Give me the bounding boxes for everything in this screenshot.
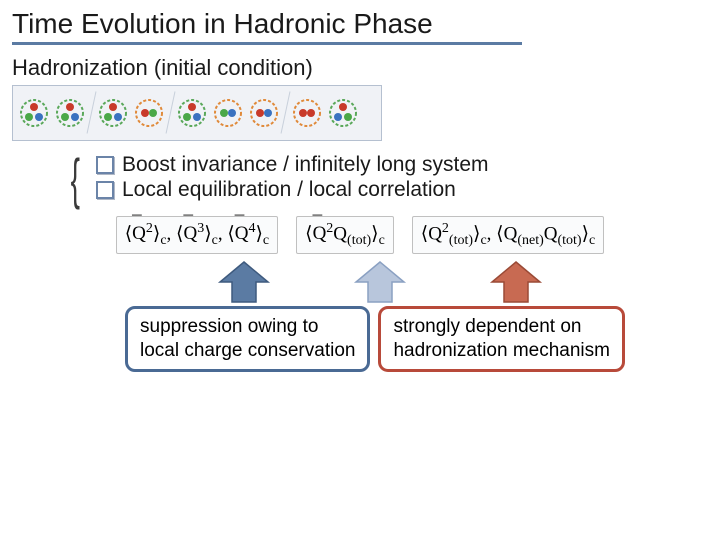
conclusion-right-line1: strongly dependent on xyxy=(393,316,581,337)
arrows-row xyxy=(0,260,720,304)
square-bullet-icon xyxy=(96,181,114,199)
bullet-item: Local equilibration / local correlation xyxy=(96,178,720,202)
conclusion-right-line2: hadronization mechanism xyxy=(393,340,610,361)
title-bar: Time Evolution in Hadronic Phase xyxy=(0,0,720,49)
particle-icon xyxy=(19,98,49,128)
particle-icon xyxy=(177,98,207,128)
conclusion-left-line2: local charge conservation xyxy=(140,340,355,361)
conclusion-row: suppression owing to local charge conser… xyxy=(0,306,720,372)
formula-right: ⟨Q2(tot)⟩c, ⟨Q(net)Q(tot)⟩c xyxy=(412,216,604,254)
separator xyxy=(87,92,97,134)
particle-icon xyxy=(328,98,358,128)
title-underline xyxy=(12,42,522,45)
arrow-up-icon xyxy=(488,260,544,304)
bullet-item: Boost invariance / infinitely long syste… xyxy=(96,153,720,177)
conclusion-left: suppression owing to local charge conser… xyxy=(125,306,370,372)
particle-icon xyxy=(292,98,322,128)
conclusion-left-line1: suppression owing to xyxy=(140,316,319,337)
particle-icon xyxy=(55,98,85,128)
square-bullet-icon xyxy=(96,156,114,174)
brace-icon: { xyxy=(71,151,80,207)
particle-icon xyxy=(134,98,164,128)
formula-left: ⟨Q¯2⟩c, ⟨Q¯3⟩c, ⟨Q¯4⟩c xyxy=(116,216,278,254)
arrow-up-icon xyxy=(352,260,408,304)
separator xyxy=(281,92,291,134)
bullet-text: Local equilibration / local correlation xyxy=(122,178,456,202)
formula-mid: ⟨Q¯2Q(tot)⟩c xyxy=(296,216,394,254)
conclusion-right: strongly dependent on hadronization mech… xyxy=(378,306,625,372)
bullet-list: { Boost invariance / infinitely long sys… xyxy=(96,153,720,202)
arrow-up-icon xyxy=(216,260,272,304)
subtitle: Hadronization (initial condition) xyxy=(12,55,720,81)
particle-icon xyxy=(98,98,128,128)
page-title: Time Evolution in Hadronic Phase xyxy=(12,8,708,40)
separator xyxy=(166,92,176,134)
formula-row: ⟨Q¯2⟩c, ⟨Q¯3⟩c, ⟨Q¯4⟩c ⟨Q¯2Q(tot)⟩c ⟨Q2(… xyxy=(0,216,720,254)
particle-diagram xyxy=(12,85,382,141)
bullet-text: Boost invariance / infinitely long syste… xyxy=(122,153,489,177)
particle-icon xyxy=(213,98,243,128)
particle-icon xyxy=(249,98,279,128)
